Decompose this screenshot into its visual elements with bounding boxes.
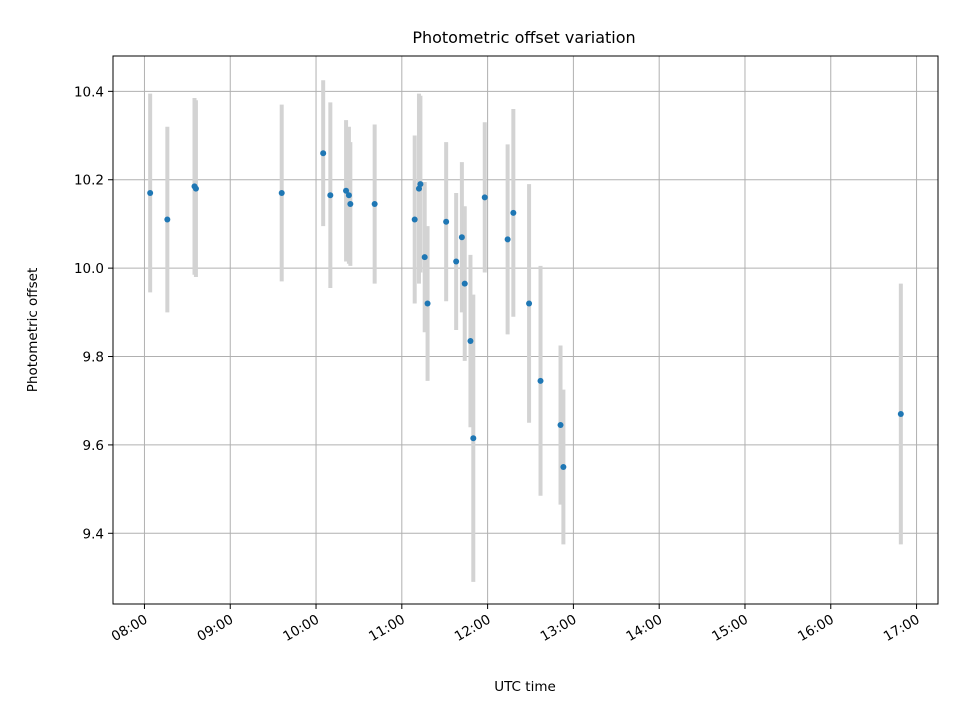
data-point: [443, 218, 450, 225]
data-point: [343, 187, 350, 194]
data-point: [458, 234, 465, 241]
y-axis-ticks: 9.4 9.6 9.8 10.0 10.2 10.4: [74, 84, 113, 542]
data-point: [897, 410, 904, 417]
data-points: [147, 150, 904, 470]
plot-frame: [112, 55, 939, 605]
x-tick-label: 08:00: [109, 612, 151, 645]
data-point: [164, 216, 171, 223]
data-point: [504, 236, 511, 243]
data-point: [526, 300, 533, 307]
x-tick-label: 09:00: [195, 612, 237, 645]
y-tick-label: 10.0: [74, 261, 104, 277]
data-point: [421, 254, 428, 261]
y-tick-label: 9.6: [83, 438, 104, 454]
chart-title: Photometric offset variation: [412, 28, 635, 47]
data-point: [510, 209, 517, 216]
data-point: [453, 258, 460, 265]
data-point: [481, 194, 488, 201]
x-tick-label: 17:00: [881, 612, 923, 645]
x-tick-label: 13:00: [538, 612, 580, 645]
grid: [113, 56, 938, 604]
data-point: [424, 300, 431, 307]
data-point: [347, 201, 354, 208]
y-tick-label: 9.8: [83, 350, 104, 366]
y-tick-label: 9.4: [83, 526, 104, 542]
x-tick-label: 16:00: [795, 612, 837, 645]
y-axis-label: Photometric offset: [25, 268, 41, 392]
data-point: [461, 280, 468, 287]
x-tick-label: 14:00: [623, 612, 665, 645]
x-axis-label: UTC time: [494, 679, 556, 695]
data-point: [411, 216, 418, 223]
data-point: [467, 338, 474, 345]
data-point: [327, 192, 334, 199]
x-tick-label: 11:00: [366, 612, 408, 645]
data-point: [320, 150, 327, 157]
data-point: [417, 181, 424, 188]
y-tick-label: 10.4: [74, 84, 104, 100]
data-point: [470, 435, 477, 442]
x-tick-label: 15:00: [709, 612, 751, 645]
x-axis-ticks: 08:00 09:00 10:00 11:00 12:00 13:00 14:00 15:00…: [109, 604, 923, 645]
data-point: [560, 464, 567, 470]
x-tick-label: 12:00: [452, 612, 494, 645]
data-point: [345, 192, 352, 199]
data-point: [192, 185, 199, 192]
data-point: [371, 201, 378, 208]
data-point: [147, 190, 154, 196]
error-bars: [148, 80, 903, 582]
x-tick-label: 10:00: [280, 612, 322, 645]
data-point: [278, 190, 285, 196]
y-tick-label: 10.2: [74, 173, 104, 189]
data-point: [537, 377, 544, 384]
data-point: [557, 422, 564, 429]
